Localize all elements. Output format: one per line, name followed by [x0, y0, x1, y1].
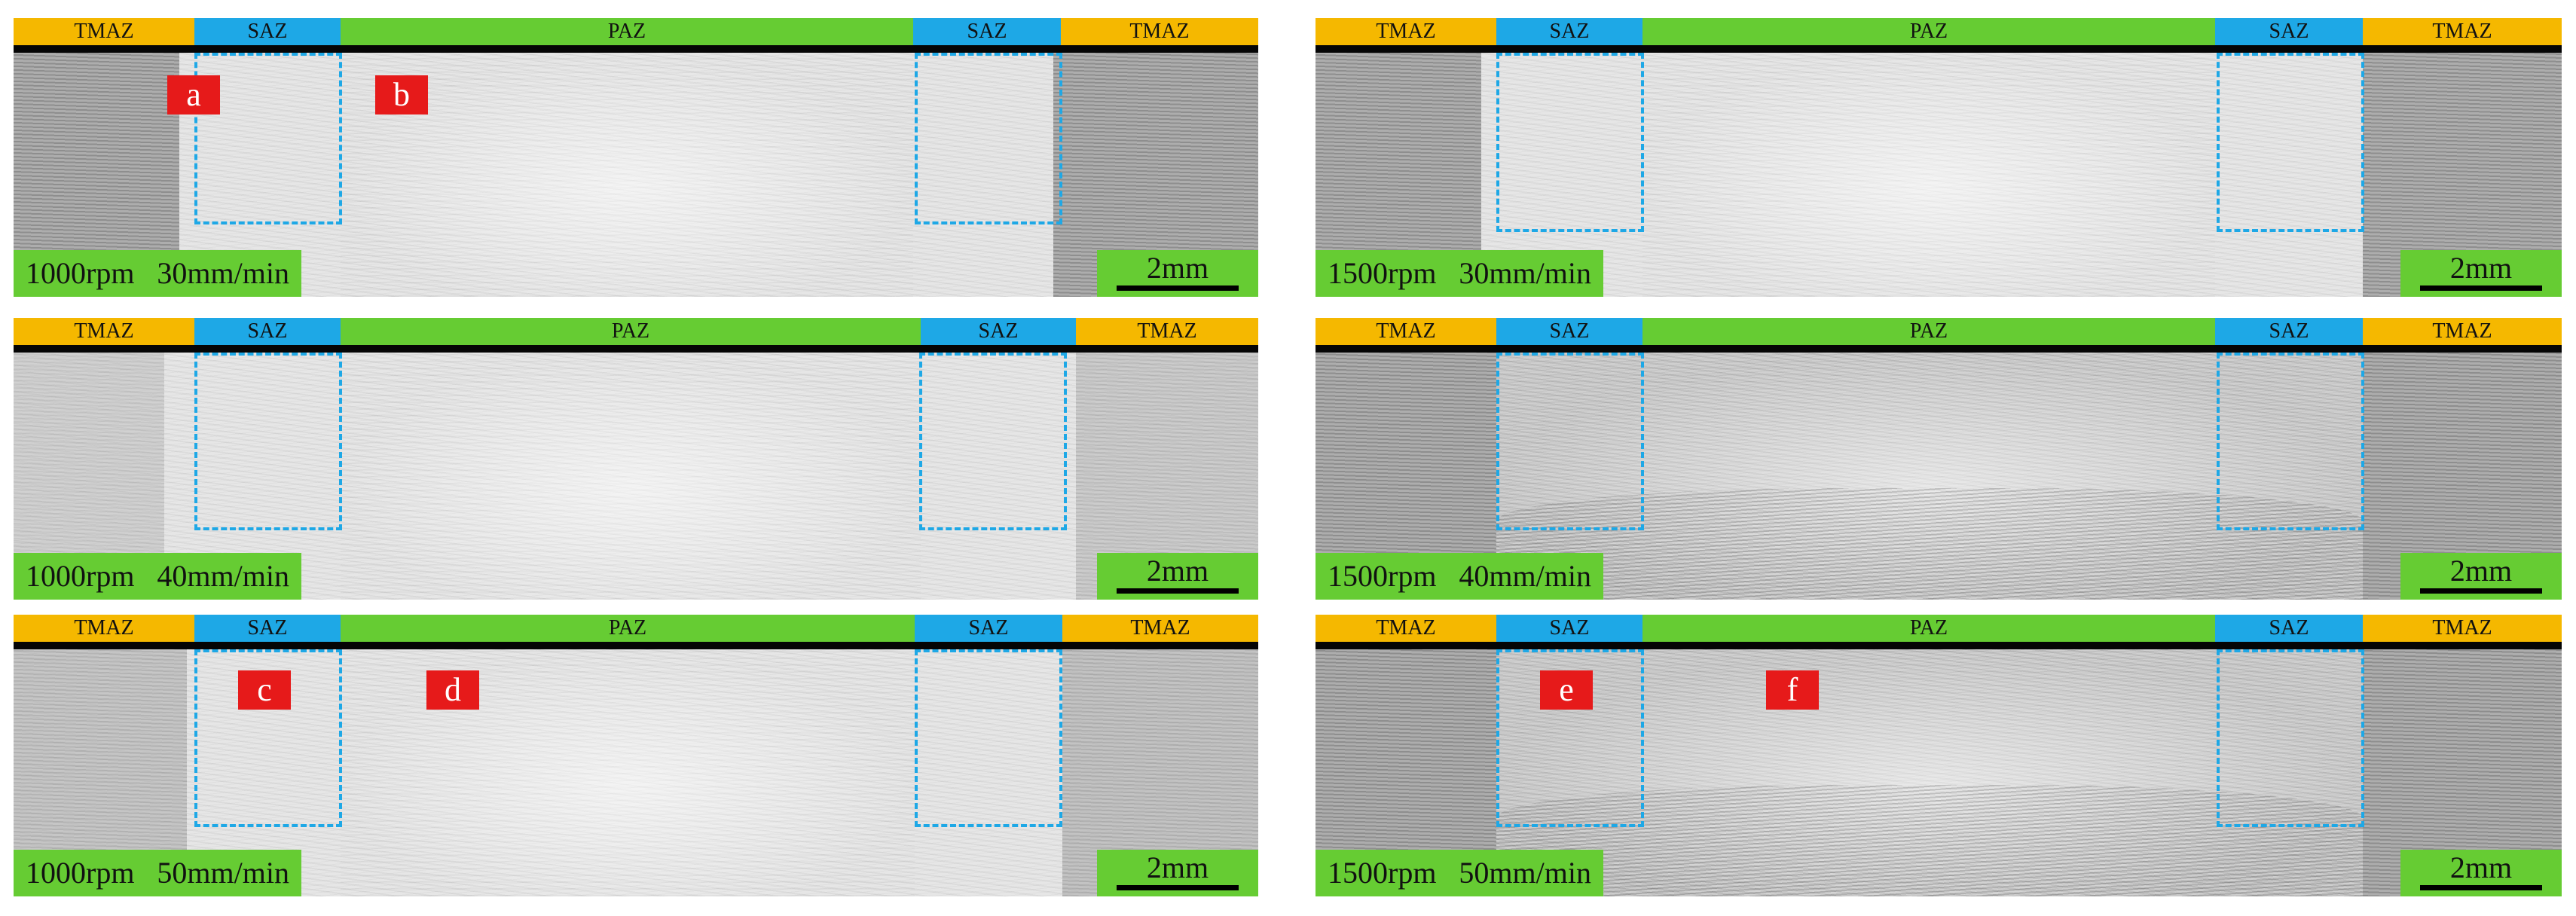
saz-box-right — [2217, 53, 2364, 232]
scale-label: 2mm — [2449, 850, 2513, 884]
region-label-b: b — [375, 75, 428, 114]
saz-box-left — [194, 53, 342, 224]
scale-label: 2mm — [2449, 554, 2513, 588]
scale-bar: 2mm — [2400, 250, 2562, 297]
micrograph-panel-1000rpm-30: TMAZ SAZ PAZ SAZ TMAZ a b 1000rpm 30mm/m… — [14, 18, 1258, 297]
zone-saz-right: SAZ — [2215, 318, 2363, 345]
zone-tmaz-right: TMAZ — [2363, 615, 2562, 642]
zone-tmaz-right: TMAZ — [1062, 615, 1258, 642]
zone-saz-right: SAZ — [2215, 615, 2363, 642]
zone-saz-right: SAZ — [915, 615, 1062, 642]
zone-tmaz-left: TMAZ — [14, 318, 194, 345]
zone-bar: TMAZ SAZ PAZ SAZ TMAZ — [1316, 318, 2562, 345]
region-label-e: e — [1540, 670, 1593, 710]
region-label-d: d — [426, 670, 479, 710]
process-parameters: 1500rpm 40mm/min — [1316, 553, 1603, 600]
micrograph-panel-1500rpm-40: TMAZ SAZ PAZ SAZ TMAZ 1500rpm 40mm/min 2… — [1316, 318, 2562, 600]
saz-box-right — [915, 53, 1062, 224]
saz-box-right — [2217, 353, 2364, 530]
zone-tmaz-left: TMAZ — [1316, 18, 1496, 45]
zone-saz-left: SAZ — [1496, 318, 1642, 345]
zone-tmaz-left: TMAZ — [14, 615, 194, 642]
saz-box-left — [194, 649, 342, 827]
zone-tmaz-right: TMAZ — [2363, 18, 2562, 45]
saz-box-left — [194, 353, 342, 530]
zone-paz: PAZ — [341, 318, 921, 345]
scale-line — [1117, 885, 1239, 890]
region-label-c: c — [238, 670, 291, 710]
saz-box-right — [915, 649, 1062, 827]
zone-paz: PAZ — [341, 18, 913, 45]
micrograph-image — [1316, 345, 2562, 600]
process-parameters: 1000rpm 50mm/min — [14, 850, 301, 896]
saz-box-left — [1496, 353, 1644, 530]
region-label-a: a — [167, 75, 220, 114]
region-label-f: f — [1766, 670, 1819, 710]
scale-line — [1117, 285, 1239, 291]
zone-bar: TMAZ SAZ PAZ SAZ TMAZ — [14, 318, 1258, 345]
zone-paz: PAZ — [1642, 318, 2215, 345]
zone-saz-right: SAZ — [921, 318, 1076, 345]
process-parameters: 1500rpm 50mm/min — [1316, 850, 1603, 896]
zone-saz-left: SAZ — [194, 615, 341, 642]
saz-box-right — [919, 353, 1067, 530]
micrograph-panel-1500rpm-50: TMAZ SAZ PAZ SAZ TMAZ e f 1500rpm 50mm/m… — [1316, 615, 2562, 896]
scale-line — [2420, 885, 2542, 890]
scale-bar: 2mm — [1097, 850, 1258, 896]
zone-saz-left: SAZ — [194, 18, 341, 45]
scale-bar: 2mm — [2400, 553, 2562, 600]
micrograph-panel-1500rpm-30: TMAZ SAZ PAZ SAZ TMAZ 1500rpm 30mm/min 2… — [1316, 18, 2562, 297]
zone-paz: PAZ — [1642, 18, 2215, 45]
process-parameters: 1500rpm 30mm/min — [1316, 250, 1603, 297]
scale-label: 2mm — [2449, 251, 2513, 285]
zone-bar: TMAZ SAZ PAZ SAZ TMAZ — [14, 18, 1258, 45]
zone-saz-right: SAZ — [913, 18, 1061, 45]
saz-box-left — [1496, 53, 1644, 232]
scale-line — [2420, 588, 2542, 594]
saz-box-left — [1496, 649, 1644, 827]
scale-bar: 2mm — [2400, 850, 2562, 896]
zone-paz: PAZ — [341, 615, 915, 642]
zone-bar: TMAZ SAZ PAZ SAZ TMAZ — [14, 615, 1258, 642]
process-parameters: 1000rpm 30mm/min — [14, 250, 301, 297]
zone-saz-left: SAZ — [194, 318, 341, 345]
zone-tmaz-right: TMAZ — [2363, 318, 2562, 345]
zone-paz: PAZ — [1642, 615, 2215, 642]
scale-line — [2420, 285, 2542, 291]
zone-tmaz-right: TMAZ — [1061, 18, 1258, 45]
scale-line — [1117, 588, 1239, 594]
micrograph-panel-1000rpm-40: TMAZ SAZ PAZ SAZ TMAZ 1000rpm 40mm/min 2… — [14, 318, 1258, 600]
zone-tmaz-left: TMAZ — [1316, 318, 1496, 345]
zone-saz-left: SAZ — [1496, 18, 1642, 45]
micrograph-panel-1000rpm-50: TMAZ SAZ PAZ SAZ TMAZ c d 1000rpm 50mm/m… — [14, 615, 1258, 896]
scale-label: 2mm — [1146, 554, 1209, 588]
scale-label: 2mm — [1146, 251, 1209, 285]
zone-bar: TMAZ SAZ PAZ SAZ TMAZ — [1316, 615, 2562, 642]
scale-bar: 2mm — [1097, 553, 1258, 600]
zone-bar: TMAZ SAZ PAZ SAZ TMAZ — [1316, 18, 2562, 45]
scale-label: 2mm — [1146, 850, 1209, 884]
zone-tmaz-left: TMAZ — [14, 18, 194, 45]
zone-tmaz-right: TMAZ — [1076, 318, 1258, 345]
zone-saz-right: SAZ — [2215, 18, 2363, 45]
scale-bar: 2mm — [1097, 250, 1258, 297]
process-parameters: 1000rpm 40mm/min — [14, 553, 301, 600]
zone-saz-left: SAZ — [1496, 615, 1642, 642]
saz-box-right — [2217, 649, 2364, 827]
zone-tmaz-left: TMAZ — [1316, 615, 1496, 642]
